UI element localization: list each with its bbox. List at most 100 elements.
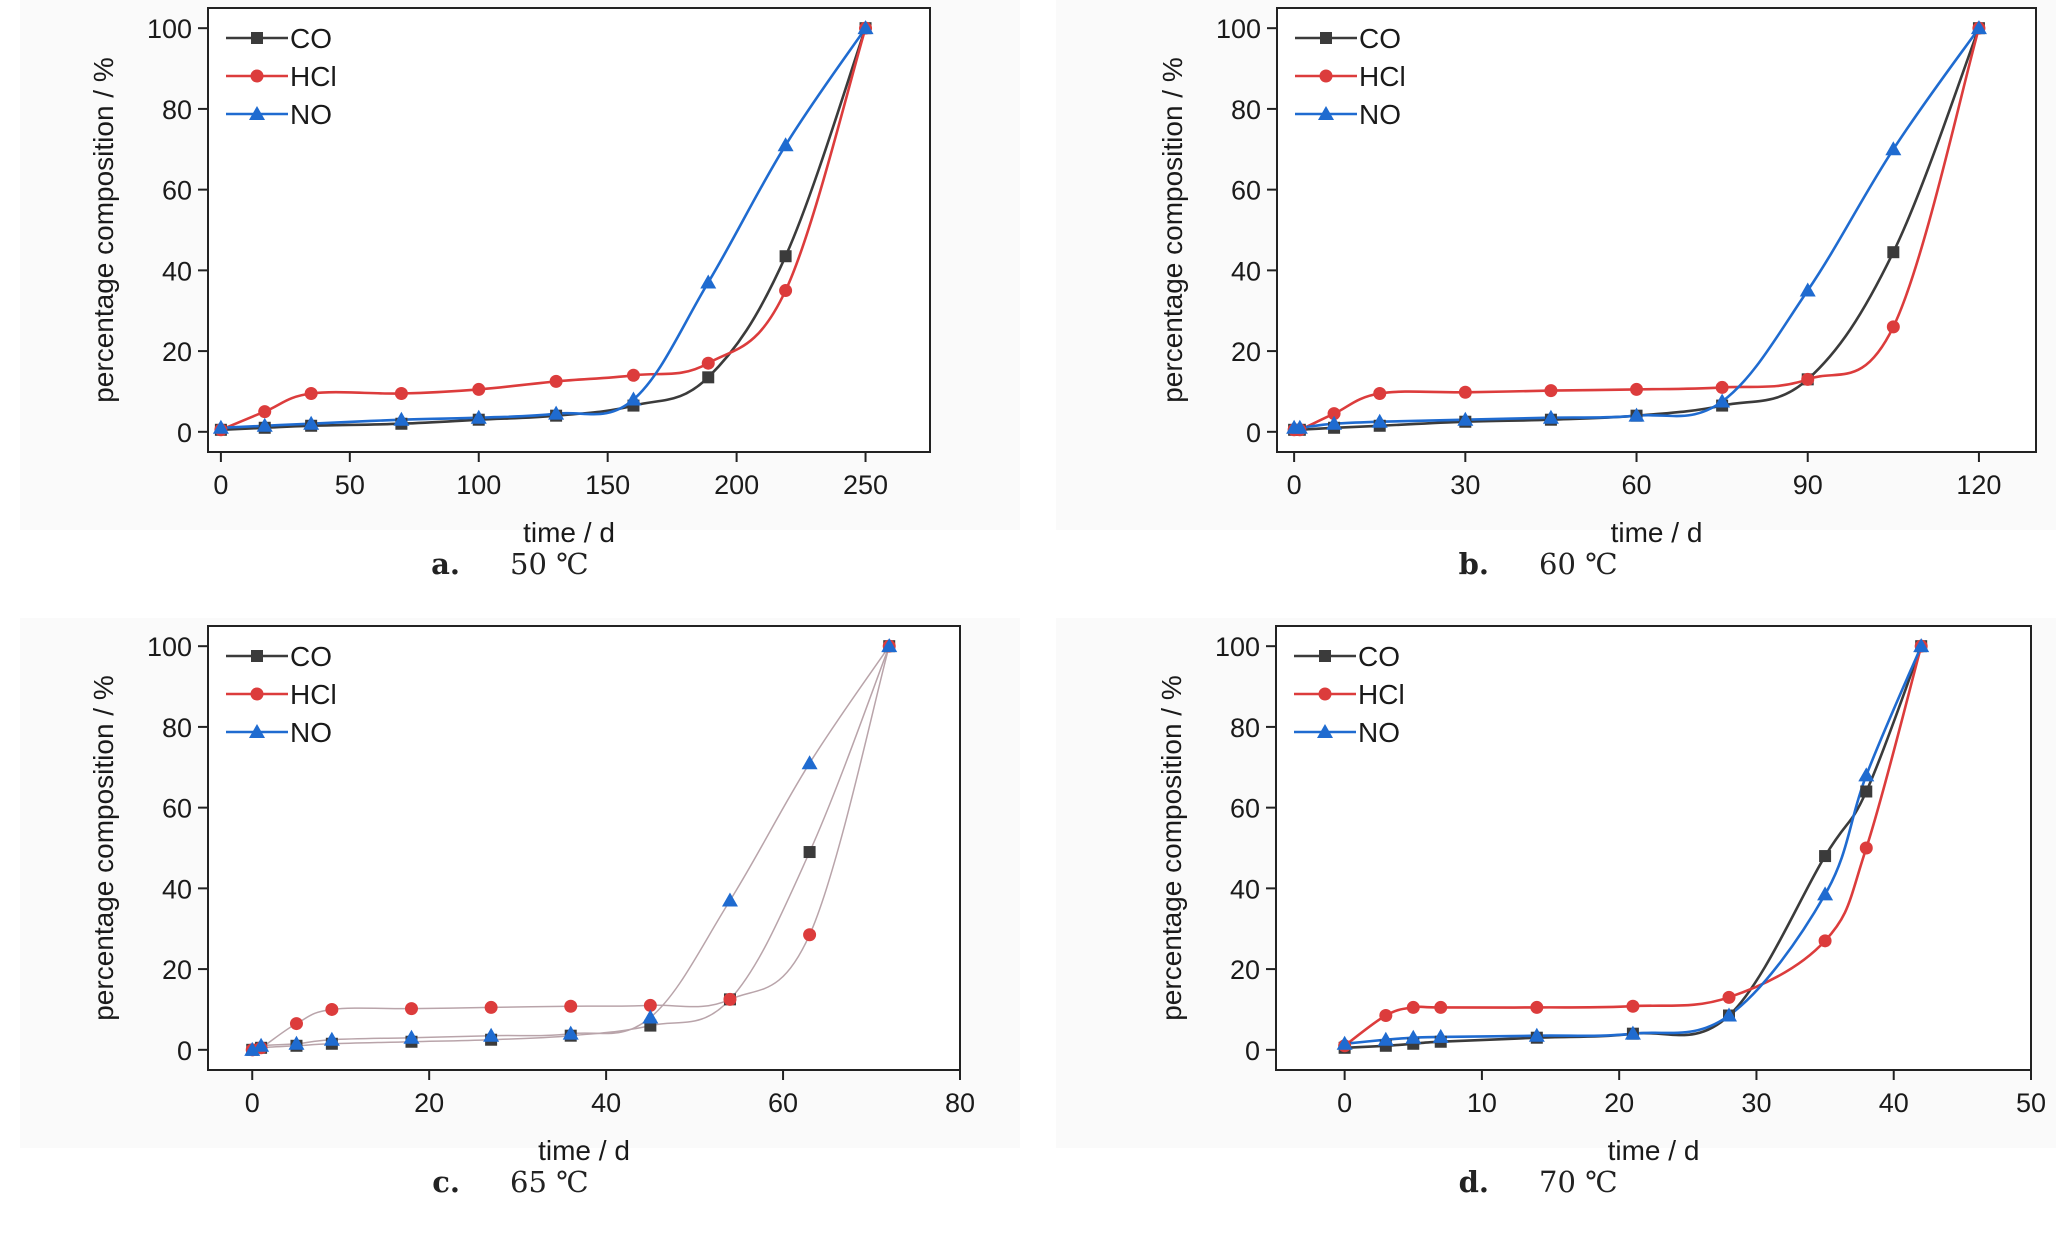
y-tick-label: 60 <box>162 176 192 206</box>
x-tick-label: 30 <box>1450 470 1480 500</box>
data-point-no <box>1432 1028 1449 1043</box>
x-axis-label: time / d <box>523 517 615 548</box>
legend-label-co: CO <box>1359 23 1401 54</box>
data-point-no <box>483 1027 500 1042</box>
data-point-no <box>1817 886 1834 901</box>
data-point-no <box>323 1031 340 1046</box>
legend-label-no: NO <box>1359 99 1401 130</box>
data-point-hcl <box>1886 320 1900 334</box>
data-point-no <box>548 405 565 420</box>
data-point-hcl <box>325 1002 339 1016</box>
data-point-hcl <box>1722 990 1736 1004</box>
plot-frame <box>1276 7 2037 453</box>
panel-b-chart: 0 30 60 90 120 0 20 40 60 80 100 time / d percentage… <box>1036 0 2072 618</box>
chart-svg-a: 0 50 100 150 200 250 0 20 40 60 80 100 time / d perce… <box>20 0 1020 581</box>
data-point-no <box>303 415 320 430</box>
x-tick-label: 10 <box>1467 1088 1497 1118</box>
y-tick-label: 20 <box>162 955 192 985</box>
x-tick-label: 40 <box>591 1088 621 1118</box>
x-tick-label: 20 <box>1604 1088 1634 1118</box>
y-tick-label: 80 <box>162 95 192 125</box>
x-axis: 0 50 100 150 200 250 <box>213 452 888 500</box>
panel-a-chart: 0 50 100 150 200 250 0 20 40 60 80 100 time / d perce… <box>0 0 1036 618</box>
y-tick-label: 100 <box>1216 14 1261 44</box>
legend-label-no: NO <box>290 99 332 130</box>
data-point-no <box>857 20 874 35</box>
data-point-no <box>1970 20 1987 35</box>
y-tick-label: 80 <box>162 713 192 743</box>
panel-caption: c. 65 ℃ <box>432 1165 588 1199</box>
data-point-hcl <box>1327 407 1341 421</box>
y-axis: 0 20 40 60 80 100 <box>1215 632 1276 1066</box>
y-tick-label: 80 <box>1230 713 1260 743</box>
legend-label-co: CO <box>1358 641 1400 672</box>
plot-frame <box>207 7 931 453</box>
data-point-co <box>1819 850 1832 863</box>
x-axis-label: time / d <box>1608 1135 1700 1166</box>
series-markers <box>244 638 898 1057</box>
legend-label-hcl: HCl <box>1359 61 1406 92</box>
data-point-hcl <box>404 1002 418 1016</box>
y-tick-label: 60 <box>162 794 192 824</box>
data-point-hcl <box>484 1000 498 1014</box>
legend-marker-co <box>1319 650 1331 662</box>
y-tick-label: 40 <box>162 874 192 904</box>
x-tick-label: 0 <box>1287 470 1302 500</box>
data-point-hcl <box>258 405 272 419</box>
legend-label-co: CO <box>290 23 332 54</box>
legend: CO HCl NO <box>1295 23 1406 130</box>
data-point-hcl <box>394 386 408 400</box>
caption-letter: d. <box>1459 1165 1489 1199</box>
data-point-hcl <box>289 1017 303 1031</box>
series-markers <box>212 20 874 437</box>
y-axis-label: percentage composition / % <box>1156 675 1187 1021</box>
data-point-hcl <box>1859 841 1873 855</box>
data-point-hcl <box>564 999 578 1013</box>
legend: CO HCl NO <box>226 641 337 748</box>
y-axis: 0 20 40 60 80 100 <box>1216 14 1277 448</box>
x-axis-label: time / d <box>538 1135 630 1166</box>
data-point-no <box>1291 419 1308 434</box>
panel-caption: b. 60 ℃ <box>1459 547 1618 581</box>
data-point-hcl <box>701 356 715 370</box>
x-tick-label: 0 <box>245 1088 260 1118</box>
data-point-no <box>1528 1027 1545 1042</box>
legend-marker-hcl <box>250 69 264 83</box>
y-tick-label: 100 <box>147 14 192 44</box>
data-point-co <box>1860 785 1873 798</box>
data-point-hcl <box>643 998 657 1012</box>
y-tick-label: 60 <box>1231 176 1261 206</box>
data-point-no <box>1405 1029 1422 1044</box>
data-point-hcl <box>1373 386 1387 400</box>
x-axis: 0 10 20 30 40 50 <box>1337 1070 2046 1118</box>
data-point-co <box>1887 246 1900 259</box>
data-point-no <box>470 409 487 424</box>
x-tick-label: 150 <box>585 470 630 500</box>
legend-marker-co <box>251 32 263 44</box>
x-tick-label: 80 <box>945 1088 975 1118</box>
data-point-hcl <box>1544 384 1558 398</box>
y-tick-label: 60 <box>1230 794 1260 824</box>
data-point-no <box>1624 1025 1641 1040</box>
data-point-hcl <box>1406 1000 1420 1014</box>
legend-label-hcl: HCl <box>290 61 337 92</box>
data-point-co <box>702 371 715 384</box>
y-tick-label: 100 <box>1215 632 1260 662</box>
series-markers <box>1286 20 1987 437</box>
series-markers <box>1336 638 1930 1054</box>
data-point-no <box>393 411 410 426</box>
data-point-hcl <box>472 382 486 396</box>
data-point-hcl <box>723 992 737 1006</box>
legend-label-hcl: HCl <box>1358 679 1405 710</box>
y-tick-label: 80 <box>1231 95 1261 125</box>
data-point-hcl <box>1530 1000 1544 1014</box>
legend-marker-no <box>1318 106 1334 120</box>
caption-temperature: 65 ℃ <box>510 1165 589 1199</box>
y-tick-label: 40 <box>162 256 192 286</box>
data-point-hcl <box>1818 934 1832 948</box>
data-point-no <box>1326 415 1343 430</box>
x-axis: 0 20 40 60 80 <box>245 1070 975 1118</box>
caption-letter: b. <box>1459 547 1489 581</box>
x-tick-label: 250 <box>843 470 888 500</box>
data-point-hcl <box>1715 380 1729 394</box>
